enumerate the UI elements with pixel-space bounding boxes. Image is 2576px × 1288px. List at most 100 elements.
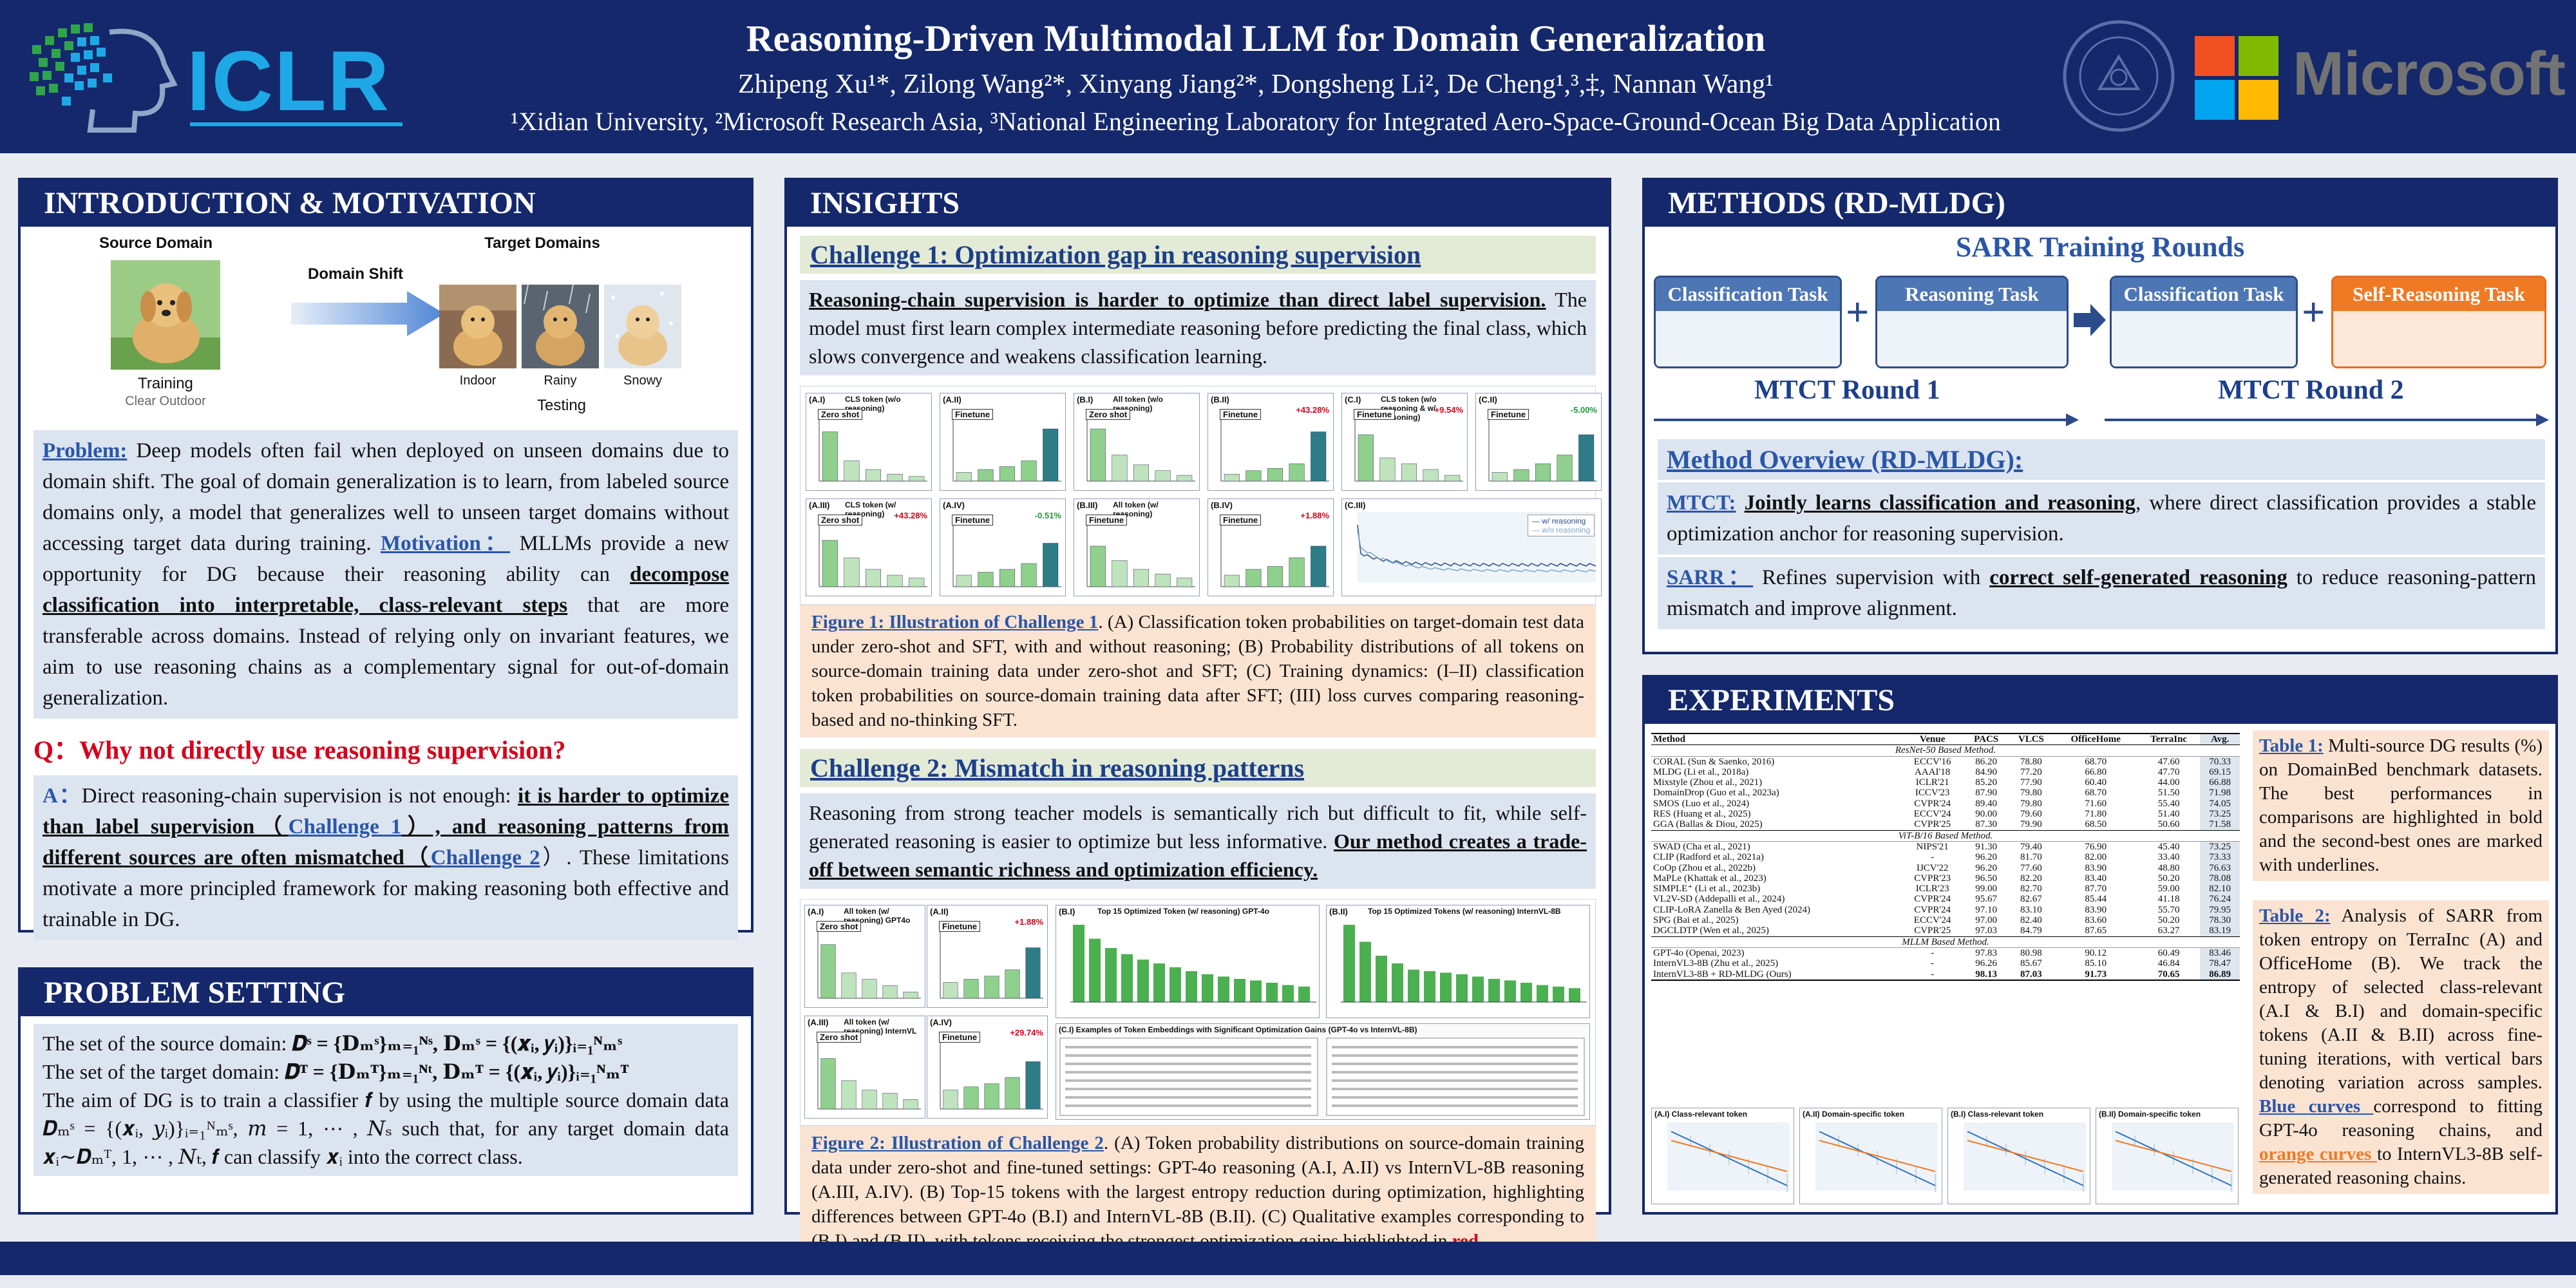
- table-cell: AAAI'18: [1915, 766, 1951, 777]
- mini-chart: (C.I) CLS token (w/o reasoning & w/ reaso…: [1341, 393, 1468, 491]
- table-captions: Table 1: Multi-source DG results (%) on …: [2253, 730, 2549, 1194]
- table-cell: 68.70: [2085, 788, 2107, 799]
- table-cell: 97.00: [1975, 915, 1997, 926]
- rainy-dog-image: [522, 285, 599, 368]
- mini-chart-id: (B.I): [1059, 907, 1075, 916]
- insights-panel: INSIGHTS Challenge 1: Optimization gap i…: [784, 178, 1611, 1258]
- mini-bar: [865, 469, 882, 482]
- figure-2-end: .: [1479, 1231, 1484, 1251]
- table-header: PACS: [1964, 733, 2009, 746]
- table-cell: 71.60: [2085, 798, 2107, 809]
- mini-bar: [1379, 457, 1396, 482]
- mini-bar: [1133, 569, 1150, 587]
- mini-chart-tag: Finetune: [1086, 515, 1128, 526]
- mini-bar: [984, 1083, 999, 1110]
- challenge-2-bold: Our method creates a trade-off between s…: [809, 829, 1587, 881]
- problem-motivation-block: Problem: Deep models often fail when dep…: [33, 430, 738, 719]
- mini-chart-id: (A.III): [809, 500, 830, 510]
- table-cell: 98.13: [1964, 969, 2009, 981]
- problem-setting-block: The set of the source domain: 𝑫ˢ = {𝐃ₘˢ}…: [33, 1024, 738, 1176]
- mini-chart-delta: +43.28%: [894, 511, 927, 520]
- table-cell: 79.95: [2200, 904, 2240, 916]
- table-cell: 90.12: [2085, 947, 2107, 958]
- top15-token-chart: (B.I) Top 15 Optimized Token (w/ reasonin…: [1056, 905, 1320, 1018]
- table-header: TerraInc: [2137, 733, 2201, 746]
- mini-bar: [909, 476, 925, 482]
- table-cell: -: [1900, 969, 1964, 981]
- table-cell: CVPR'24: [1914, 904, 1951, 915]
- mini-bar: [1177, 578, 1193, 587]
- mini-bar: [1492, 472, 1508, 482]
- results-table: Method Venue PACS VLCS OfficeHome TerraInc Avg…: [1651, 733, 2240, 981]
- table-row: CLIP-LoRA Zanella & Ben Ayed (2024) CVPR'…: [1651, 904, 2240, 916]
- table-cell: 66.80: [2085, 766, 2107, 777]
- table-cell: 41.18: [2157, 894, 2180, 905]
- table-2-text: Analysis of SARR from token entropy on T…: [2259, 905, 2543, 1093]
- table-cell: 91.30: [1975, 841, 1997, 852]
- mini-chart-id: (C.III): [1345, 500, 1366, 510]
- mini-bar: [1177, 475, 1193, 482]
- table-cell: 84.79: [2020, 925, 2042, 936]
- table-cell: CLIP-LoRA Zanella & Ben Ayed (2024): [1653, 904, 1810, 915]
- answer-block: A：Direct reasoning-chain supervision is …: [33, 775, 738, 940]
- table-row: SIMPLE⁺ (Li et al., 2023b) ICLR'23 99.00 82…: [1651, 884, 2240, 895]
- legend-entry: — w/ reasoning: [1531, 516, 1586, 526]
- mini-chart: (B.I) All token (w/o reasoning) Zero shot: [1074, 393, 1200, 491]
- mini-chart-id: (A.I): [809, 395, 826, 404]
- table-cell: 60.49: [2157, 947, 2180, 958]
- mini-chart-tag: Finetune: [1220, 409, 1262, 420]
- table-cell: 90.00: [1975, 809, 1997, 820]
- motivation-underline: decompose classification into interpreta…: [43, 563, 729, 617]
- table-cell: 68.70: [2085, 756, 2107, 767]
- table-cell: 79.60: [2020, 809, 2042, 820]
- table-row: Mixstyle (Zhou et al., 2021) ICLR'21 85.20…: [1651, 777, 2240, 788]
- orange-curves-label: orange curves: [2259, 1144, 2377, 1164]
- table-cell: MLDG (Li et al., 2018a): [1653, 766, 1749, 777]
- challenge-2-link[interactable]: Challenge 2: [430, 846, 540, 869]
- table-cell: 77.20: [2020, 766, 2042, 777]
- sarr-text-2: to reduce reasoning-pattern mismatch and…: [1667, 566, 2536, 620]
- mini-bar: [1245, 470, 1262, 482]
- table-cell: 83.90: [2085, 904, 2107, 915]
- table-cell: 79.80: [2020, 798, 2042, 809]
- mtct-round-2: MTCT Round 2: [2218, 375, 2404, 405]
- table-cell: 86.89: [2200, 969, 2240, 981]
- table-cell: 85.20: [1975, 777, 1997, 788]
- source-domain-text: The set of the source domain:: [43, 1032, 292, 1055]
- mini-chart: (A.I) CLS token (w/o reasoning) Zero shot: [806, 393, 932, 491]
- table-2-label: Table 2:: [2259, 905, 2331, 926]
- intro-heading: INTRODUCTION & MOTIVATION: [21, 180, 751, 227]
- figure-1-label: Figure 1: Illustration of Challenge 1: [811, 612, 1099, 632]
- mini-bar: [978, 572, 994, 587]
- challenge-2-desc: Reasoning from strong teacher models is …: [809, 801, 1587, 853]
- mini-bar: [1311, 545, 1327, 587]
- method-overview: Method Overview (RD-MLDG): MTCT: Jointly…: [1658, 439, 2545, 629]
- table-cell: DomainDrop (Guo et al., 2023a): [1653, 788, 1779, 799]
- mini-chart-id: (A.IV): [930, 1018, 952, 1027]
- table-cell: 97.10: [1975, 904, 1997, 915]
- mini-bar: [1112, 560, 1128, 587]
- mtct-round-1: MTCT Round 1: [1754, 375, 1940, 405]
- challenge-1-link[interactable]: Challenge 1: [288, 815, 402, 838]
- round-arrow-icon: [2074, 304, 2106, 336]
- table-cell: CORAL (Sun & Saenko, 2016): [1653, 756, 1775, 767]
- indoor-dog-image: [439, 285, 516, 368]
- answer-text-2: ）, and: [401, 815, 498, 838]
- table-cell: 47.60: [2157, 756, 2180, 767]
- mini-bar: [1112, 455, 1128, 482]
- table-cell: 82.40: [2020, 915, 2042, 926]
- loss-curve-chart: (C.III) — w/ reasoning — w/o reasoning: [1341, 498, 1602, 596]
- mtct-label: MTCT:: [1667, 491, 1736, 515]
- mini-bar: [978, 469, 994, 482]
- table-row: InternVL3-8B + RD-MLDG (Ours) -98.13 87.03…: [1651, 969, 2240, 981]
- table-cell: 86.20: [1975, 756, 1997, 767]
- table-cell: 85.44: [2085, 894, 2107, 905]
- table-cell: 73.33: [2200, 852, 2240, 863]
- authors: Zhipeng Xu¹*, Zilong Wang²*, Xinyang Jia…: [738, 70, 1774, 99]
- target-domains-label: Target Domains: [484, 234, 600, 252]
- legend-entry: — w/o reasoning: [1531, 526, 1590, 535]
- table-row: MaPLe (Khattak et al., 2023) CVPR'23 96.50…: [1651, 873, 2240, 884]
- mini-bar: [1289, 557, 1305, 587]
- domain-shift-arrow-icon: [291, 291, 444, 336]
- table-row: DGCLDTP (Wen et al., 2025) CVPR'25 97.03 84…: [1651, 925, 2240, 937]
